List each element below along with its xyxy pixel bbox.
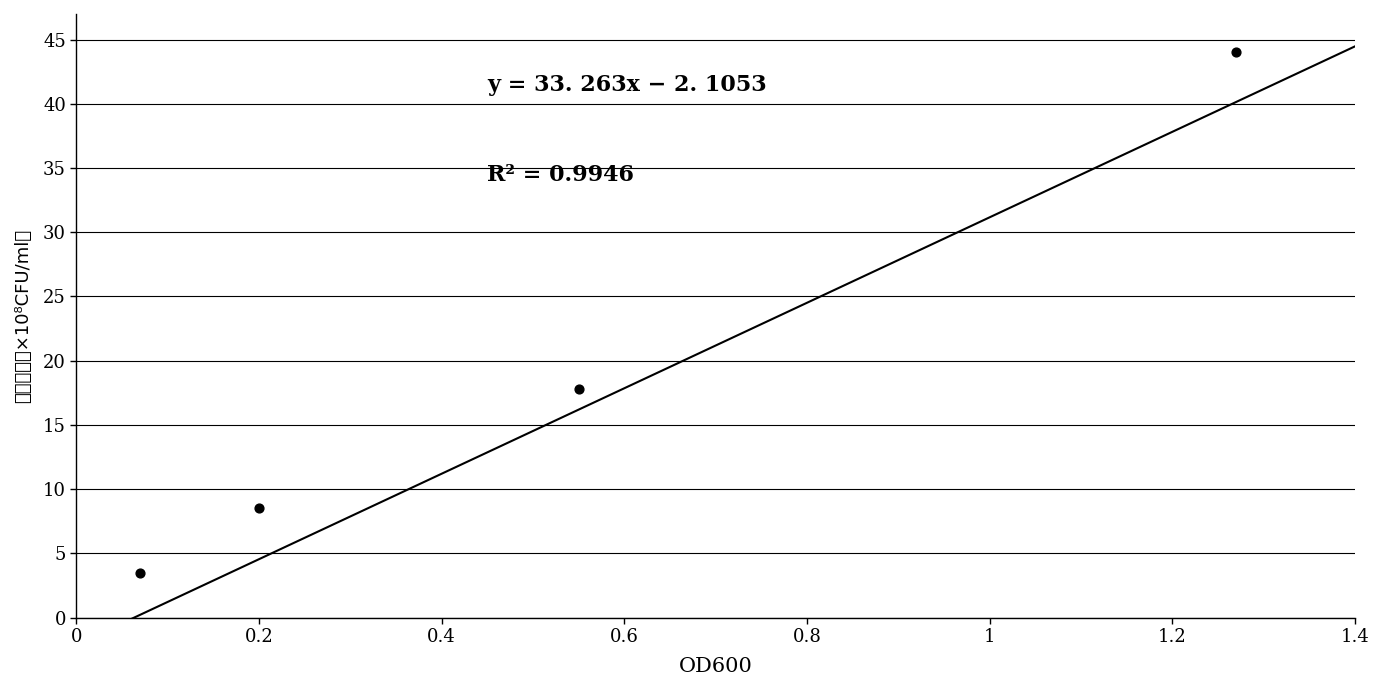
Point xyxy=(1225,47,1247,58)
Text: y = 33. 263x − 2. 1053: y = 33. 263x − 2. 1053 xyxy=(487,74,768,96)
Point xyxy=(248,503,270,514)
Y-axis label: 菌液浓度（×10⁸CFU/ml）: 菌液浓度（×10⁸CFU/ml） xyxy=(14,228,32,403)
X-axis label: OD600: OD600 xyxy=(679,657,752,676)
Point xyxy=(129,567,151,578)
Text: R² = 0.9946: R² = 0.9946 xyxy=(487,164,635,186)
Point xyxy=(567,384,589,395)
